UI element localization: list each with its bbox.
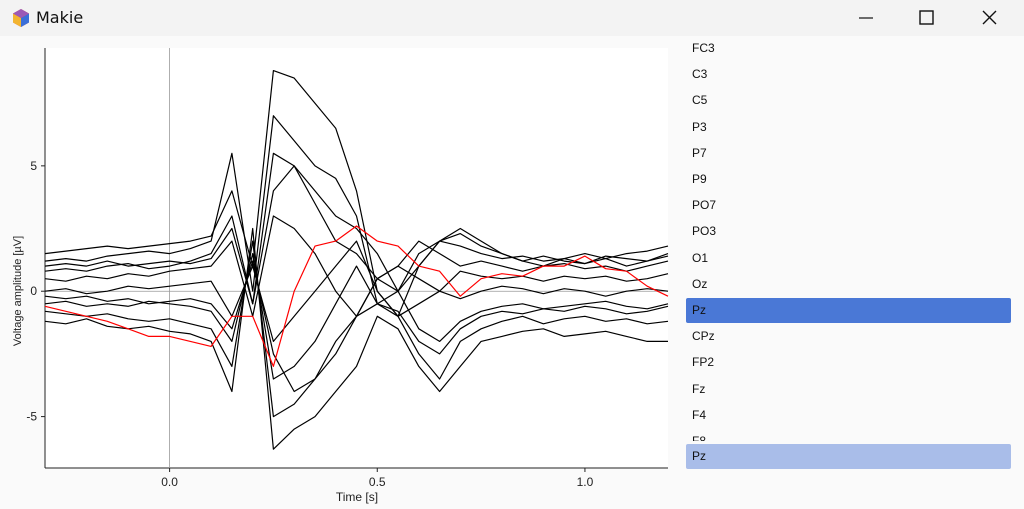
channel-item[interactable]: Pz bbox=[686, 298, 1011, 323]
plot-area bbox=[45, 48, 668, 468]
x-tick-label: 1.0 bbox=[577, 475, 594, 489]
channel-item[interactable]: C5 bbox=[692, 93, 708, 108]
channel-item[interactable]: Oz bbox=[692, 276, 708, 291]
channel-item[interactable]: CPz bbox=[692, 329, 715, 344]
series-line bbox=[44, 165, 669, 305]
channel-item[interactable]: F8 bbox=[692, 434, 707, 441]
channel-item[interactable]: C3 bbox=[692, 67, 708, 82]
series-line bbox=[44, 253, 669, 380]
channel-item[interactable]: P7 bbox=[692, 145, 707, 160]
series-line bbox=[44, 152, 669, 305]
series-line bbox=[44, 260, 669, 393]
y-axis-label: Voltage amplitude [µV] bbox=[12, 236, 24, 346]
channel-list[interactable]: FC3 C3 C5 P3 P7 P9 PO7 PO3 O1 Oz Pz CPz FP2 Fz F4 F8 bbox=[686, 36, 1011, 441]
close[interactable] bbox=[982, 10, 997, 25]
channel-item[interactable]: FP2 bbox=[692, 355, 715, 370]
series-line bbox=[44, 115, 669, 305]
channel-item[interactable]: P9 bbox=[692, 172, 707, 186]
chart: Time [s] Voltage amplitude [µV] -5 0 5 0.0 0… bbox=[12, 48, 669, 504]
channel-item[interactable]: Fz bbox=[692, 381, 706, 396]
maximize[interactable] bbox=[919, 10, 934, 25]
window-title: Makie bbox=[36, 8, 84, 27]
channel-item[interactable]: PO7 bbox=[692, 198, 717, 213]
window-controls[interactable] bbox=[850, 0, 1010, 36]
x-tick-label: 0.5 bbox=[369, 475, 386, 489]
y-tick-label: 0 bbox=[30, 284, 37, 298]
series-line bbox=[44, 225, 669, 367]
channel-item[interactable]: PO3 bbox=[692, 224, 717, 239]
y-tick-label: -5 bbox=[26, 410, 37, 424]
channel-dropdown[interactable]: Pz bbox=[686, 444, 1011, 469]
series-line bbox=[44, 240, 669, 342]
series-line bbox=[44, 227, 668, 450]
channel-item[interactable]: FC3 bbox=[692, 41, 715, 55]
x-tick-label: 0.0 bbox=[161, 475, 178, 489]
app-icon bbox=[13, 9, 29, 27]
channel-item[interactable]: O1 bbox=[692, 250, 709, 265]
channel-item[interactable]: F4 bbox=[692, 407, 707, 422]
channel-item[interactable]: P3 bbox=[692, 119, 707, 134]
y-tick-label: 5 bbox=[30, 159, 37, 173]
x-axis-label: Time [s] bbox=[336, 490, 378, 504]
title-bar: Makie bbox=[0, 0, 1024, 36]
